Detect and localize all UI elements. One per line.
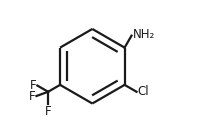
- Text: F: F: [30, 79, 36, 92]
- Text: NH₂: NH₂: [133, 28, 155, 41]
- Text: Cl: Cl: [138, 85, 149, 98]
- Text: F: F: [29, 90, 35, 103]
- Text: F: F: [45, 105, 51, 118]
